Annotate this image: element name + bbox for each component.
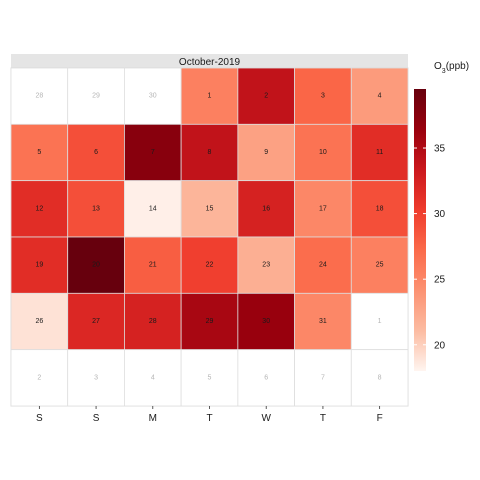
day-cell: [237, 67, 295, 125]
day-cell: [124, 123, 182, 182]
legend-title-main: O: [434, 61, 442, 72]
legend-tick-label: 25: [434, 275, 446, 286]
weekday-label: W: [261, 413, 271, 424]
day-cell: [294, 292, 352, 351]
day-label: 2: [264, 93, 268, 100]
day-label: 1: [378, 318, 382, 325]
day-label: 8: [378, 374, 382, 381]
day-label: 30: [262, 318, 270, 325]
day-cell: [180, 180, 239, 238]
day-label: 13: [92, 205, 100, 212]
day-label: 3: [94, 374, 98, 381]
day-cell: [350, 292, 409, 351]
month-strip: [11, 54, 408, 68]
day-label: 24: [319, 262, 327, 269]
legend-colorbar: [414, 89, 426, 371]
day-cell: [180, 292, 239, 351]
day-label: 17: [319, 205, 327, 212]
weekday-label: M: [149, 413, 157, 424]
day-label: 5: [37, 149, 41, 156]
day-label: 15: [206, 205, 214, 212]
day-cell: [124, 236, 182, 294]
day-label: 30: [149, 93, 157, 100]
weekday-label: F: [377, 413, 383, 424]
day-cell: [294, 349, 352, 407]
day-cell: [124, 349, 182, 407]
day-cell: [124, 292, 182, 351]
day-cell: [350, 180, 409, 238]
day-label: 19: [35, 262, 43, 269]
legend-tick-label: 30: [434, 209, 446, 220]
day-label: 4: [151, 374, 155, 381]
day-label: 21: [149, 262, 157, 269]
day-label: 3: [321, 93, 325, 100]
legend-title: O3(ppb): [434, 61, 469, 75]
weekday-label: T: [320, 413, 326, 424]
day-cell: [294, 67, 352, 125]
day-cell: [237, 123, 295, 182]
day-cell: [67, 292, 125, 351]
day-label: 6: [264, 374, 268, 381]
day-label: 25: [376, 262, 384, 269]
day-cell: [350, 67, 409, 125]
day-label: 28: [149, 318, 157, 325]
day-label: 11: [376, 149, 383, 156]
day-label: 7: [321, 374, 325, 381]
day-label: 31: [319, 318, 327, 325]
day-label: 10: [319, 149, 327, 156]
day-label: 28: [35, 93, 43, 100]
day-cell: [237, 349, 295, 407]
day-cell: [67, 349, 125, 407]
legend-tick-label: 20: [434, 340, 446, 351]
day-label: 2: [37, 374, 41, 381]
day-label: 29: [206, 318, 214, 325]
day-cell: [350, 236, 409, 294]
month-title: October-2019: [179, 57, 241, 68]
day-cell: [294, 123, 352, 182]
day-label: 8: [208, 149, 212, 156]
day-label: 14: [149, 205, 157, 212]
day-label: 6: [94, 149, 98, 156]
day-cell: [10, 349, 69, 407]
day-label: 5: [208, 374, 212, 381]
legend-tick-label: 35: [434, 144, 446, 155]
day-label: 23: [262, 262, 270, 269]
day-label: 9: [264, 149, 268, 156]
day-label: 18: [376, 205, 384, 212]
day-label: 12: [35, 205, 43, 212]
legend-title-sub: 3: [442, 68, 446, 75]
day-cell: [237, 236, 295, 294]
day-cell: [67, 236, 125, 294]
weekday-label: S: [36, 413, 43, 424]
day-label: 7: [151, 149, 155, 156]
day-cell: [124, 180, 182, 238]
legend-title-unit: (ppb): [446, 61, 469, 72]
day-cell: [350, 349, 409, 407]
day-cell: [10, 123, 69, 182]
day-cell: [180, 123, 239, 182]
day-label: 16: [262, 205, 270, 212]
day-label: 20: [92, 262, 100, 269]
legend-ticks: 20 25 30 35: [414, 144, 446, 351]
legend: O3(ppb) 20 25 30 35: [414, 61, 469, 371]
day-label: 29: [92, 93, 100, 100]
day-cell: [350, 123, 409, 182]
weekday-label: T: [206, 413, 212, 424]
day-label: 26: [35, 318, 43, 325]
day-cell: [294, 236, 352, 294]
day-label: 4: [378, 93, 382, 100]
day-label: 1: [208, 93, 212, 100]
day-label: 22: [206, 262, 214, 269]
day-label: 27: [92, 318, 100, 325]
weekday-label: S: [93, 413, 100, 424]
day-cell: [180, 67, 239, 125]
day-cell: [237, 292, 295, 351]
